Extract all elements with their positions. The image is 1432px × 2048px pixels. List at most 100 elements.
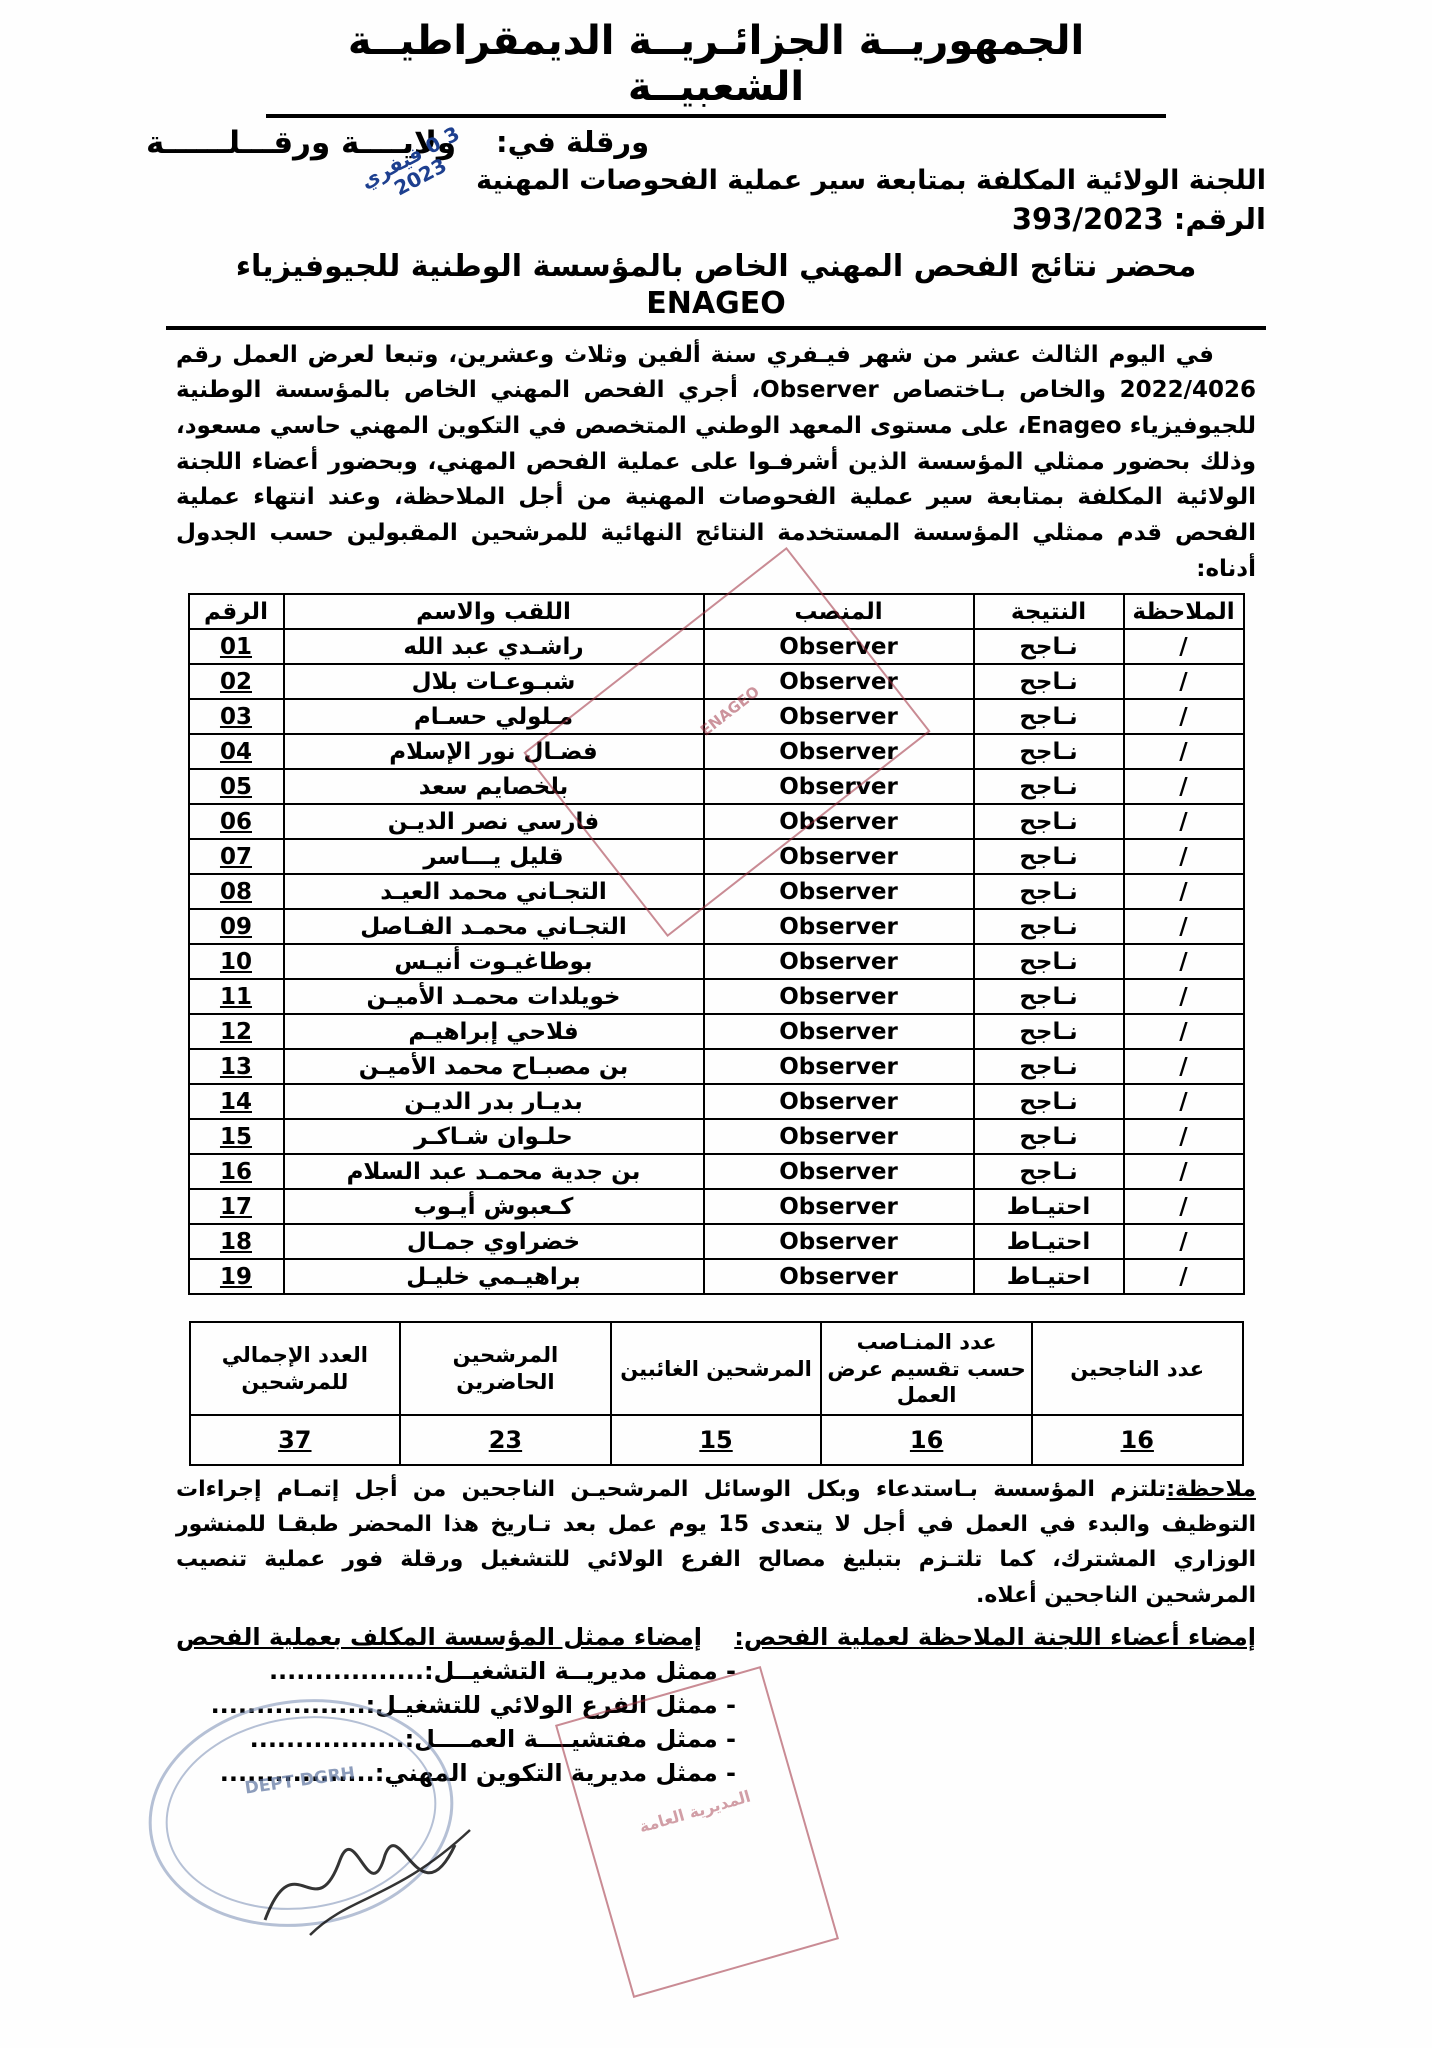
cell-observation: / bbox=[1122, 768, 1245, 806]
cell-result: نـاجح bbox=[972, 1118, 1125, 1156]
cell-observation: / bbox=[1122, 663, 1245, 701]
cell-observation: / bbox=[1122, 1258, 1245, 1296]
intro-paragraph: في اليوم الثالث عشر من شهر فيـفري سنة أل… bbox=[176, 338, 1256, 587]
signature-heading-committee: إمضاء أعضاء اللجنة الملاحظة لعملية الفحص… bbox=[734, 1622, 1256, 1651]
cell-result: احتيـاط bbox=[972, 1258, 1125, 1296]
cell-result: نـاجح bbox=[972, 1048, 1125, 1086]
reference-number: الرقم: 393/2023 bbox=[146, 202, 1266, 236]
cell-result: نـاجح bbox=[972, 628, 1125, 666]
document-header: الجمهوريــة الجزائـريــة الديمقراطيــة ا… bbox=[0, 18, 1432, 330]
cell-number: 11 bbox=[187, 978, 285, 1016]
summary-col-absent: المرشحين الغائبين bbox=[609, 1321, 823, 1417]
cell-post: Observer bbox=[702, 1118, 975, 1156]
table-row: / نـاجح Observer التجـاني محمد العيـد 08 bbox=[187, 873, 1245, 911]
cell-post: Observer bbox=[702, 1048, 975, 1086]
cell-result: نـاجح bbox=[972, 873, 1125, 911]
cell-observation: / bbox=[1122, 1223, 1245, 1261]
table-row: / نـاجح Observer بن جدية محمـد عبد السلام 16 bbox=[187, 1153, 1245, 1191]
cell-observation: / bbox=[1122, 1083, 1245, 1121]
col-header-name: اللقب والاسم bbox=[282, 593, 705, 631]
handwritten-signature-icon bbox=[263, 1829, 471, 1936]
cell-name: حلـوان شـاكـر bbox=[282, 1118, 705, 1156]
signature-headings: إمضاء أعضاء اللجنة الملاحظة لعملية الفحص… bbox=[176, 1623, 1256, 1651]
cell-number: 13 bbox=[187, 1048, 285, 1086]
note-text: تلتزم المؤسسة بـاستدعاء وبكل الوسائل الم… bbox=[176, 1477, 1256, 1608]
cell-number: 12 bbox=[187, 1013, 285, 1051]
signature-line: - ممثل مديريــة التشغيــل:..............… bbox=[176, 1657, 1256, 1685]
header-sub-block: ورقلة في: 3 0 فيفري 2023 اللجنة الولائية… bbox=[146, 121, 1286, 236]
summary-value-posts-count: 16 bbox=[820, 1414, 1033, 1467]
cell-observation: / bbox=[1122, 628, 1245, 666]
table-row: / نـاجح Observer بديـار بدر الديـن 14 bbox=[187, 1083, 1245, 1121]
cell-name: بن جدية محمـد عبد السلام bbox=[282, 1153, 705, 1191]
cell-number: 19 bbox=[187, 1258, 285, 1296]
cell-observation: / bbox=[1122, 1188, 1245, 1226]
cell-number: 18 bbox=[187, 1223, 285, 1261]
cell-observation: / bbox=[1122, 978, 1245, 1016]
col-header-post: المنصب bbox=[702, 593, 975, 631]
cell-observation: / bbox=[1122, 873, 1245, 911]
signature-heading-company: إمضاء ممثل المؤسسة المكلف بعملية الفحص bbox=[176, 1622, 702, 1651]
cell-observation: / bbox=[1122, 803, 1245, 841]
cell-post: Observer bbox=[702, 1013, 975, 1051]
cell-result: نـاجح bbox=[972, 943, 1125, 981]
table-row: / نـاجح Observer بلخصايم سعد 05 bbox=[187, 768, 1245, 806]
cell-post: Observer bbox=[702, 663, 975, 701]
cell-post: Observer bbox=[702, 1258, 975, 1296]
table-row: / نـاجح Observer فضـال نور الإسلام 04 bbox=[187, 733, 1245, 771]
cell-post: Observer bbox=[702, 803, 975, 841]
table-row: / نـاجح Observer مـلولي حسـام 03 bbox=[187, 698, 1245, 736]
summary-col-present: المرشحين الحاضرين bbox=[399, 1321, 612, 1417]
cell-number: 17 bbox=[187, 1188, 285, 1226]
cell-result: نـاجح bbox=[972, 1083, 1125, 1121]
cell-result: احتيـاط bbox=[972, 1188, 1125, 1226]
cell-observation: / bbox=[1122, 1013, 1245, 1051]
cell-post: Observer bbox=[702, 1223, 975, 1261]
summary-col-total: العدد الإجمالي للمرشحين bbox=[188, 1321, 402, 1417]
cell-name: فارسي نصر الديـن bbox=[282, 803, 705, 841]
table-header-row: الملاحظة النتيجة المنصب اللقب والاسم الر… bbox=[187, 593, 1245, 631]
candidates-table: الملاحظة النتيجة المنصب اللقب والاسم الر… bbox=[187, 593, 1245, 1296]
cell-observation: / bbox=[1122, 733, 1245, 771]
cell-name: قليل يـــاسر bbox=[282, 838, 705, 876]
cell-name: بديـار بدر الديـن bbox=[282, 1083, 705, 1121]
cell-observation: / bbox=[1122, 1118, 1245, 1156]
cell-number: 01 bbox=[187, 628, 285, 666]
cell-name: براهيـمي خليـل bbox=[282, 1258, 705, 1296]
cell-name: التجـاني محمـد الفـاصل bbox=[282, 908, 705, 946]
table-row: / نـاجح Observer شبـوعـات بلال 02 bbox=[187, 663, 1245, 701]
col-header-number: الرقم bbox=[187, 593, 285, 631]
cell-post: Observer bbox=[702, 733, 975, 771]
cell-result: نـاجح bbox=[972, 698, 1125, 736]
table-row: / نـاجح Observer راشـدي عبد الله 01 bbox=[187, 628, 1245, 666]
table-row: / احتيـاط Observer خضراوي جمـال 18 bbox=[187, 1223, 1245, 1261]
table-row: / نـاجح Observer حلـوان شـاكـر 15 bbox=[187, 1118, 1245, 1156]
table-row: / احتيـاط Observer كـعبوش أيـوب 17 bbox=[187, 1188, 1245, 1226]
cell-post: Observer bbox=[702, 698, 975, 736]
summary-col-success-count: عدد الناجحين bbox=[1030, 1321, 1244, 1417]
summary-value-total: 37 bbox=[188, 1414, 402, 1467]
cell-name: خضراوي جمـال bbox=[282, 1223, 705, 1261]
cell-number: 14 bbox=[187, 1083, 285, 1121]
place-date-label: ورقلة في: bbox=[496, 124, 650, 159]
cell-number: 06 bbox=[187, 803, 285, 841]
table-row: / نـاجح Observer فارسي نصر الديـن 06 bbox=[187, 803, 1245, 841]
cell-post: Observer bbox=[702, 628, 975, 666]
cell-number: 15 bbox=[187, 1118, 285, 1156]
cell-number: 05 bbox=[187, 768, 285, 806]
cell-result: نـاجح bbox=[972, 978, 1125, 1016]
cell-name: خويلدات محمـد الأميـن bbox=[282, 978, 705, 1016]
cell-result: نـاجح bbox=[972, 838, 1125, 876]
cell-post: Observer bbox=[702, 1153, 975, 1191]
cell-result: نـاجح bbox=[972, 803, 1125, 841]
cell-number: 07 bbox=[187, 838, 285, 876]
summary-col-posts-count: عدد المنـاصب حسب تقسيم عرض العمل bbox=[820, 1321, 1033, 1417]
cell-name: فلاحي إبراهيـم bbox=[282, 1013, 705, 1051]
table-row: / نـاجح Observer بن مصبـاح محمد الأميـن 13 bbox=[187, 1048, 1245, 1086]
table-row: / نـاجح Observer قليل يـــاسر 07 bbox=[187, 838, 1245, 876]
cell-name: بلخصايم سعد bbox=[282, 768, 705, 806]
cell-post: Observer bbox=[702, 873, 975, 911]
cell-post: Observer bbox=[702, 908, 975, 946]
cell-name: فضـال نور الإسلام bbox=[282, 733, 705, 771]
